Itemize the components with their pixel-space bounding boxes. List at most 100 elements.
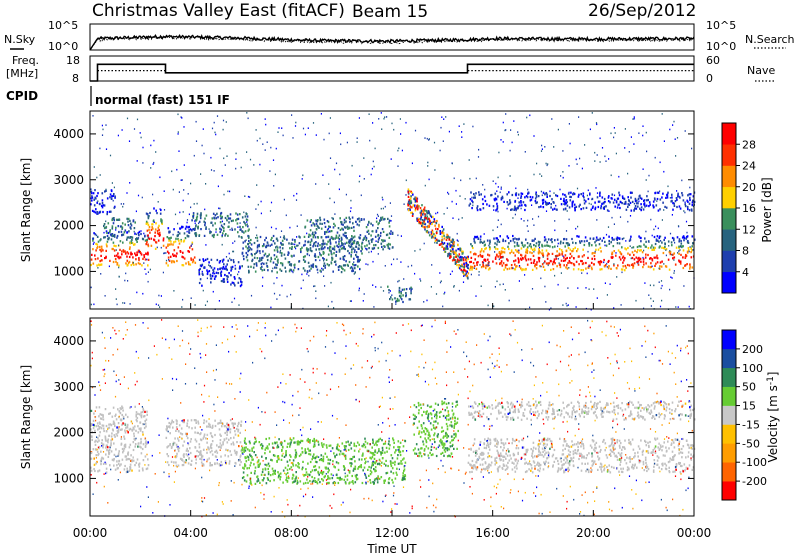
scatter-cell (206, 272, 209, 276)
scatter-cell (98, 439, 100, 442)
scatter-cell (370, 471, 373, 474)
noise-cell (121, 129, 123, 131)
scatter-cell (277, 476, 280, 479)
noise-cell (555, 204, 557, 207)
noise-cell (675, 155, 677, 157)
scatter-cell (344, 242, 346, 245)
scatter-cell (317, 478, 320, 481)
scatter-cell (687, 247, 690, 250)
scatter-cell (673, 239, 675, 242)
scatter-cell (274, 469, 276, 472)
scatter-cell (350, 441, 352, 444)
scatter-cell (550, 206, 552, 209)
scatter-cell (542, 206, 545, 209)
scatter-cell (521, 244, 524, 247)
noise-cell (613, 307, 615, 309)
scatter-cell (445, 247, 447, 250)
noise-cell (132, 261, 134, 264)
scatter-cell (506, 201, 509, 204)
scatter-cell (229, 431, 232, 434)
scatter-cell (569, 195, 571, 198)
scatter-cell (226, 441, 229, 444)
noise-cell (524, 151, 526, 153)
scatter-cell (397, 454, 399, 457)
scatter-cell (209, 446, 212, 449)
scatter-cell (230, 453, 233, 456)
scatter-cell (671, 193, 673, 196)
scatter-cell (147, 223, 150, 227)
scatter-cell (322, 471, 325, 474)
scatter-cell (410, 190, 412, 193)
scatter-cell (676, 236, 679, 239)
scatter-cell (360, 245, 363, 248)
scatter-cell (470, 256, 473, 259)
scatter-cell (136, 458, 139, 461)
scatter-cell (241, 451, 244, 454)
scatter-cell (106, 449, 108, 452)
scatter-cell (459, 249, 462, 252)
scatter-cell (361, 252, 363, 255)
scatter-cell (93, 204, 96, 207)
noise-cell (208, 264, 210, 266)
scatter-cell (256, 480, 258, 483)
scatter-cell (496, 243, 498, 246)
noise-cell (183, 126, 185, 128)
scatter-cell (198, 446, 201, 449)
scatter-cell (635, 256, 638, 259)
noise-cell (398, 279, 400, 282)
scatter-cell (301, 468, 303, 471)
scatter-cell (497, 255, 499, 258)
scatter-cell (237, 231, 239, 234)
scatter-cell (220, 212, 222, 215)
scatter-cell (627, 203, 630, 206)
scatter-cell (656, 191, 659, 194)
scatter-cell (283, 439, 286, 443)
noise-cell (554, 274, 556, 277)
scatter-cell (175, 461, 177, 464)
scatter-cell (449, 249, 452, 252)
scatter-cell (541, 249, 544, 252)
scatter-cell (116, 460, 118, 463)
scatter-cell (407, 195, 410, 198)
noise-cell (375, 286, 377, 288)
scatter-cell (355, 245, 357, 248)
scatter-cell (534, 263, 537, 266)
scatter-cell (127, 261, 130, 265)
scatter-cell (463, 267, 465, 270)
scatter-cell (470, 191, 472, 194)
scatter-cell (169, 432, 171, 435)
scatter-cell (234, 461, 237, 465)
scatter-cell (510, 249, 513, 252)
scatter-cell (598, 200, 601, 203)
scatter-cell (129, 406, 131, 409)
noise-cell (553, 192, 555, 194)
noise-cell (651, 234, 653, 237)
noise-cell (562, 255, 564, 257)
noise-cell (518, 280, 520, 282)
scatter-cell (595, 248, 597, 251)
noise-cell (437, 211, 439, 214)
noise-cell (547, 264, 549, 267)
scatter-cell (195, 462, 197, 465)
scatter-cell (520, 253, 522, 256)
scatter-cell (529, 251, 531, 254)
scatter-cell (162, 239, 165, 242)
scatter-cell (373, 453, 376, 456)
scatter-cell (256, 475, 258, 479)
scatter-cell (116, 467, 119, 470)
noise-cell (124, 279, 126, 282)
scatter-cell (190, 419, 193, 422)
scatter-cell (288, 270, 291, 273)
noise-cell (264, 149, 266, 151)
scatter-cell (376, 481, 379, 484)
scatter-cell (543, 236, 546, 239)
scatter-cell (622, 265, 624, 268)
noise-cell (382, 207, 384, 210)
noise-cell (411, 264, 413, 267)
scatter-cell (225, 448, 227, 451)
scatter-cell (272, 261, 275, 264)
scatter-cell (281, 445, 284, 448)
scatter-cell (107, 441, 109, 444)
scatter-cell (251, 447, 253, 450)
scatter-cell (185, 434, 188, 437)
